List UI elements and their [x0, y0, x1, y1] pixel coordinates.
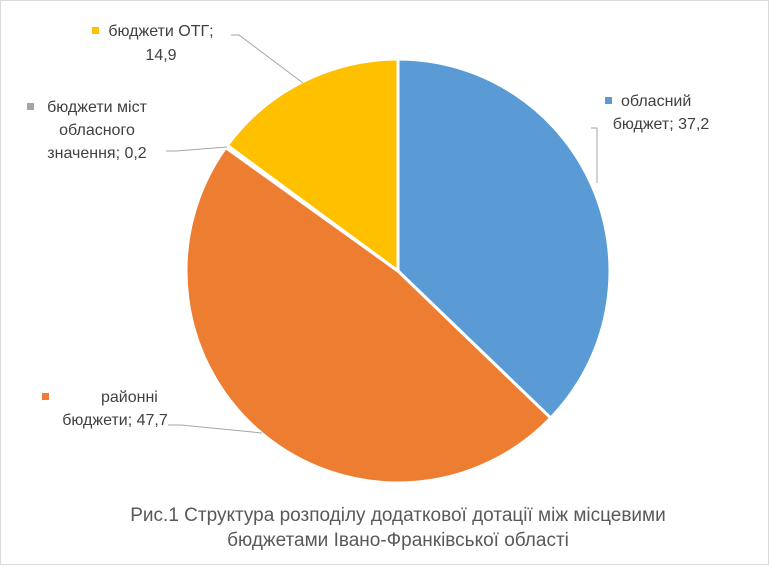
- label-color-key: [605, 97, 612, 104]
- data-label: 14,9: [145, 47, 176, 64]
- data-label: бюджет; 37,2: [613, 116, 710, 133]
- data-label: бюджети міст: [47, 99, 147, 116]
- data-label: районні: [101, 389, 158, 406]
- leader-line: [166, 146, 228, 152]
- data-label: обласного: [59, 122, 135, 139]
- leader-lines: [166, 34, 598, 434]
- data-label: обласний: [621, 93, 691, 110]
- pie-slice: [225, 57, 400, 273]
- label-color-key: [27, 103, 34, 110]
- leader-line: [591, 127, 598, 183]
- data-label: бюджети ОТГ;: [108, 23, 213, 40]
- leader-line: [231, 34, 304, 84]
- chart-title-line-1: Рис.1 Структура розподілу додаткової дот…: [130, 505, 665, 526]
- pie-slices: [184, 57, 612, 485]
- leader-line: [168, 424, 263, 434]
- data-label: бюджети; 47,7: [62, 412, 168, 429]
- data-label: значення; 0,2: [47, 145, 147, 162]
- pie-slice: [396, 57, 612, 420]
- label-color-key: [92, 27, 99, 34]
- chart-title-line-2: бюджетами Івано-Франківської області: [227, 530, 569, 551]
- data-labels: обласний бюджет; 37,2 районні бюджети; 47,7…: [27, 23, 709, 429]
- pie-slice: [184, 145, 553, 485]
- chart-caption: Рис.1 Структура розподілу додаткової дот…: [130, 505, 665, 551]
- label-color-key: [42, 393, 49, 400]
